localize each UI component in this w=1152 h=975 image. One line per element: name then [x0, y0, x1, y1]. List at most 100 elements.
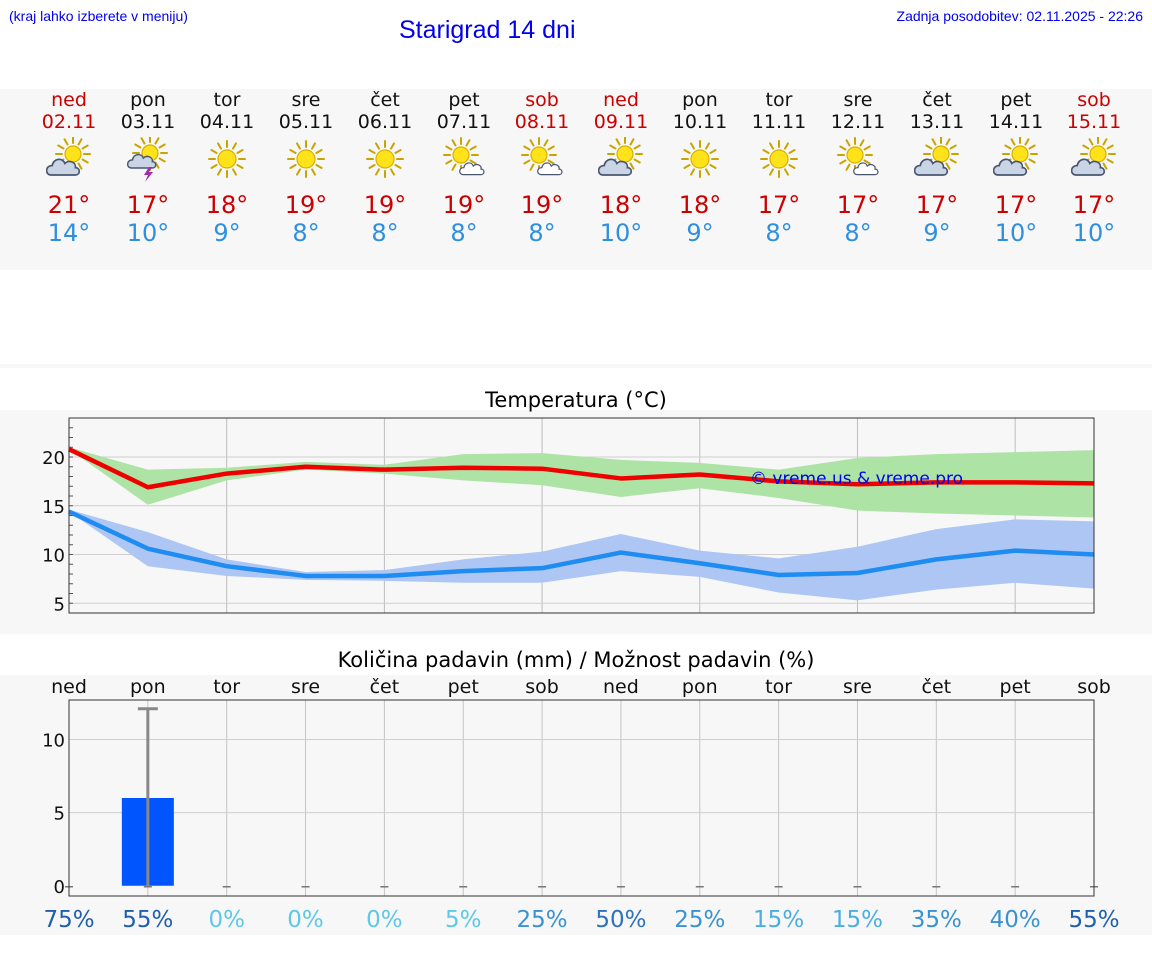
day-name: pet [448, 89, 480, 111]
x-tick-label: ned [51, 676, 87, 698]
page-title: Starigrad 14 dni [399, 16, 576, 44]
y-tick-label: 15 [42, 497, 65, 518]
x-tick-label: sob [1077, 676, 1111, 698]
day-date: 14.11 [988, 111, 1044, 133]
day-card: sob 15.11 17° 10° [1054, 89, 1134, 247]
sun-cloud-icon [1071, 137, 1116, 176]
y-tick-label: 5 [54, 804, 65, 825]
precip-probability: 25% [517, 907, 568, 933]
series-line-min [68, 509, 1095, 579]
temp-max: 17° [757, 191, 801, 219]
precip-probability: 55% [122, 907, 173, 933]
precip-probability: 0% [208, 907, 245, 933]
precip-probability: 50% [595, 907, 646, 933]
sun-icon [760, 140, 798, 178]
day-card: ned 09.11 18° 10° [581, 89, 661, 247]
temp-max: 17° [836, 191, 880, 219]
day-date: 12.11 [830, 111, 886, 133]
temp-max: 17° [1072, 191, 1116, 219]
plot-area [69, 700, 1094, 896]
y-tick-label: 10 [42, 730, 65, 751]
temp-min: 10° [994, 219, 1038, 247]
x-tick-label: čet [370, 676, 400, 698]
day-name: čet [370, 89, 400, 111]
temp-max: 19° [363, 191, 407, 219]
day-card: sob 08.11 19° 8° [502, 89, 582, 247]
day-card: tor 11.11 17° 8° [739, 89, 819, 247]
temp-max: 21° [47, 191, 91, 219]
x-tick-label: tor [765, 676, 792, 698]
temp-max: 17° [915, 191, 959, 219]
day-date: 15.11 [1066, 111, 1122, 133]
sun-cloud-icon [914, 137, 959, 176]
temp-min: 8° [765, 219, 793, 247]
precipitation-chart: 0 5 10 ned pon tor sre čet pet sob ned pon tor sre čet… [42, 676, 1119, 933]
sun-small-cloud-icon [521, 137, 563, 176]
day-card: pet 14.11 17° 10° [976, 89, 1056, 247]
temp-min: 14° [47, 219, 91, 247]
sun-storm-icon [126, 137, 168, 182]
temp-min: 8° [292, 219, 320, 247]
sun-small-cloud-icon [443, 137, 485, 176]
sun-icon [681, 140, 719, 178]
plot-frame [68, 417, 1095, 614]
temp-min: 8° [371, 219, 399, 247]
day-name: pet [1000, 89, 1032, 111]
precip-probability: 0% [287, 907, 324, 933]
x-tick-label: ned [603, 676, 639, 698]
day-date: 07.11 [436, 111, 492, 133]
day-date: 02.11 [41, 111, 97, 133]
temp-min: 9° [213, 219, 241, 247]
temp-min: 8° [450, 219, 478, 247]
temperature-chart-title: Temperatura (°C) [485, 388, 667, 412]
sun-icon [366, 140, 404, 178]
region-hint: (kraj lahko izberete v meniju) [9, 8, 188, 24]
sun-cloud-icon [46, 137, 91, 176]
x-tick-label: sre [843, 676, 872, 698]
sun-icon [208, 140, 246, 178]
day-card: čet 13.11 17° 9° [897, 89, 977, 247]
temp-max: 19° [284, 191, 328, 219]
x-tick-label: tor [213, 676, 240, 698]
precip-probability: 75% [43, 907, 94, 933]
separator [0, 364, 1152, 368]
temp-max: 18° [678, 191, 722, 219]
x-tick-label: pon [682, 676, 718, 698]
sun-small-cloud-icon [837, 137, 879, 176]
temp-min: 10° [126, 219, 170, 247]
y-tick-label: 20 [42, 448, 65, 469]
y-tick-label: 0 [54, 877, 65, 898]
day-date: 13.11 [909, 111, 965, 133]
x-tick-label: pon [130, 676, 166, 698]
x-tick-label: čet [922, 676, 952, 698]
day-name: tor [213, 89, 241, 111]
day-card: pon 10.11 18° 9° [660, 89, 740, 247]
forecast-strip [0, 89, 1152, 270]
day-date: 05.11 [278, 111, 334, 133]
day-card: čet 06.11 19° 8° [345, 89, 425, 247]
temp-min: 10° [1072, 219, 1116, 247]
series-line-max [68, 447, 1095, 490]
temp-min: 9° [923, 219, 951, 247]
band-max [69, 447, 1094, 518]
day-name: ned [51, 89, 87, 111]
sun-icon [287, 140, 325, 178]
plot-frame [68, 699, 1095, 897]
day-date: 09.11 [593, 111, 649, 133]
y-tick-label: 10 [42, 546, 65, 567]
day-name: sob [1077, 89, 1111, 111]
precip-probability: 40% [990, 907, 1041, 933]
day-date: 08.11 [514, 111, 570, 133]
precip-probability: 55% [1068, 907, 1119, 933]
temp-max: 19° [520, 191, 564, 219]
x-tick-label: pet [1000, 676, 1031, 698]
day-card: tor 04.11 18° 9° [187, 89, 267, 247]
temp-max: 19° [442, 191, 486, 219]
precip-probability: 15% [753, 907, 804, 933]
temperature-chart: 5 10 15 20 © vreme.us & vreme.pro [42, 417, 1095, 615]
temp-max: 17° [994, 191, 1038, 219]
temp-max: 18° [205, 191, 249, 219]
precipitation-chart-title: Količina padavin (mm) / Možnost padavin … [337, 648, 815, 672]
day-date: 04.11 [199, 111, 255, 133]
precip-probability: 0% [366, 907, 403, 933]
